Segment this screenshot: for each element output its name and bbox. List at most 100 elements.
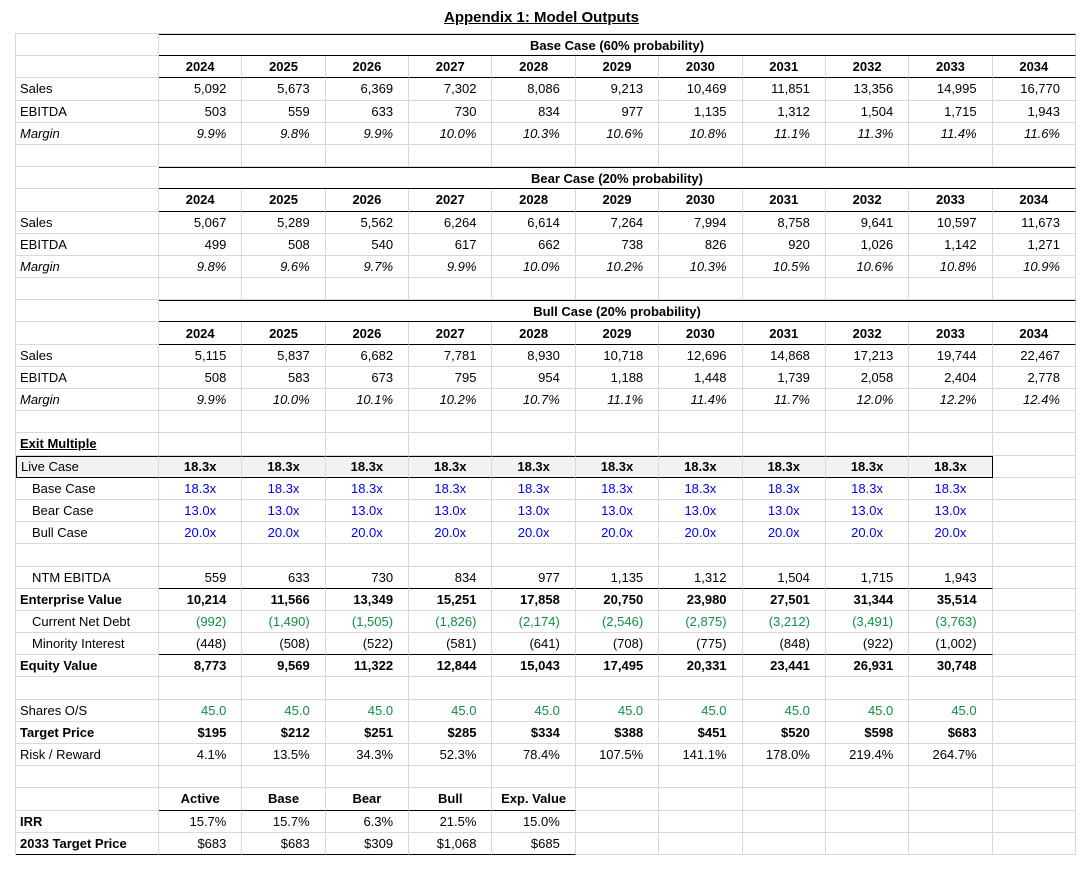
bear-case-ebitda-2031: 920 (742, 233, 826, 256)
bull-case-sales-2034: 22,467 (992, 344, 1076, 367)
bull-case-ebitda-2024: 508 (159, 366, 243, 389)
live-case-multiple-2032: 18.3x (825, 455, 910, 478)
empty-cell (742, 411, 826, 434)
bull-case-ebitda-2032: 2,058 (825, 366, 910, 389)
live-case-multiple-2024: 18.3x (159, 455, 243, 478)
page-title: Appendix 1: Model Outputs (444, 9, 639, 26)
bull-case-margin-2024: 9.9% (159, 389, 243, 412)
bull-case-multiple-2028: 20.0x (492, 522, 576, 545)
enterprise-value-2024: 10,214 (159, 588, 243, 611)
current-net-debt-2030: (2,875) (659, 610, 743, 634)
ntm-ebitda-2033: 1,943 (909, 566, 993, 589)
minority-interest-2028: (641) (492, 633, 576, 656)
scenario-header-bear: Bear (325, 788, 410, 811)
base-case-sales-2034: 16,770 (992, 78, 1076, 101)
equity-value-2029: 17,495 (575, 655, 660, 678)
irr-bull: 21.5% (409, 810, 493, 833)
empty-cell (409, 433, 493, 456)
empty-cell (16, 677, 159, 700)
bear-case-year-2025: 2025 (242, 189, 326, 212)
empty-cell (992, 832, 1076, 855)
shares-os-2031: 45.0 (742, 699, 826, 722)
bull-case-years-spacer (16, 322, 159, 345)
empty-cell (992, 411, 1076, 434)
base-case-margin-2034: 11.6% (992, 122, 1076, 145)
ntm-ebitda-2028: 977 (492, 566, 576, 589)
bull-case-margin-2027: 10.2% (409, 389, 493, 412)
bear-case-sales-2034: 11,673 (992, 211, 1076, 234)
minority-interest-2030: (775) (659, 633, 743, 656)
empty-cell (825, 810, 910, 833)
risk-reward-2032: 219.4% (825, 744, 910, 767)
empty-cell (575, 832, 660, 855)
bear-case-ebitda-2030: 826 (659, 233, 743, 256)
enterprise-value-2025: 11,566 (242, 588, 326, 611)
empty-cell (909, 144, 993, 168)
empty-cell (492, 433, 576, 456)
bear-case-multiple-2033: 13.0x (909, 499, 993, 523)
empty-cell (909, 278, 993, 301)
base-case-ebitda-2033: 1,715 (909, 100, 993, 123)
base-case-ebitda-2028: 834 (492, 100, 576, 123)
base-case-year-2031: 2031 (742, 56, 826, 79)
empty-cell (492, 144, 576, 168)
risk-reward-2033: 264.7% (909, 744, 993, 767)
empty-cell (909, 433, 993, 456)
bull-case-ebitda-2025: 583 (242, 366, 326, 389)
risk-reward-2031: 178.0% (742, 744, 826, 767)
bear-case-multiple-2030: 13.0x (659, 499, 743, 523)
bull-case-sales-2030: 12,696 (659, 344, 743, 367)
base-case-year-2033: 2033 (909, 56, 993, 79)
empty-cell (325, 544, 410, 567)
empty-cell (325, 677, 410, 700)
empty-cell (242, 278, 326, 301)
risk-reward-2027: 52.3% (409, 744, 493, 767)
bull-case-sales-2024: 5,115 (159, 344, 243, 367)
empty-cell (909, 544, 993, 567)
base-case-year-2026: 2026 (325, 56, 410, 79)
bull-case-multiple-2030: 20.0x (659, 522, 743, 545)
bull-case-sales-2026: 6,682 (325, 344, 410, 367)
empty-cell (159, 544, 243, 567)
current-net-debt-2028: (2,174) (492, 610, 576, 634)
empty-cell (742, 788, 826, 811)
ntm-ebitda-2027: 834 (409, 566, 493, 589)
bull-case-sales-2025: 5,837 (242, 344, 326, 367)
base-case-ebitda-2032: 1,504 (825, 100, 910, 123)
empty-cell (992, 499, 1076, 523)
bull-case-header-spacer (16, 300, 159, 323)
ntm-ebitda-2026: 730 (325, 566, 410, 589)
bear-case-multiple-2029: 13.0x (575, 499, 660, 523)
empty-cell (742, 832, 826, 855)
target-price-2033-exp-value: $685 (492, 832, 576, 855)
enterprise-value-2031: 27,501 (742, 588, 826, 611)
empty-cell (659, 411, 743, 434)
target-price-2028: $334 (492, 721, 576, 744)
shares-os-2030: 45.0 (659, 699, 743, 722)
bear-case-ebitda-2025: 508 (242, 233, 326, 256)
empty-cell (242, 677, 326, 700)
bull-case-ebitda-2031: 1,739 (742, 366, 826, 389)
empty-cell (659, 544, 743, 567)
bear-case-sales-2024: 5,067 (159, 211, 243, 234)
current-net-debt-2033: (3,763) (909, 610, 993, 634)
scenario-header-active: Active (159, 788, 243, 811)
bull-case-year-2033: 2033 (909, 322, 993, 345)
equity-value-2027: 12,844 (409, 655, 493, 678)
base-case-ebitda-label: EBITDA (16, 100, 159, 123)
empty-cell (992, 477, 1076, 500)
bear-case-year-2032: 2032 (825, 189, 910, 212)
base-case-sales-2024: 5,092 (159, 78, 243, 101)
base-case-multiple-label: Base Case (16, 477, 159, 500)
empty-cell (492, 278, 576, 301)
target-price-2033-label: 2033 Target Price (16, 832, 159, 855)
bear-case-year-2033: 2033 (909, 189, 993, 212)
enterprise-value-2029: 20,750 (575, 588, 660, 611)
empty-cell (825, 788, 910, 811)
bear-case-ebitda-2027: 617 (409, 233, 493, 256)
empty-cell (492, 677, 576, 700)
bear-case-multiple-2031: 13.0x (742, 499, 826, 523)
base-case-sales-2031: 11,851 (742, 78, 826, 101)
base-case-sales-label: Sales (16, 78, 159, 101)
empty-cell (159, 766, 243, 789)
